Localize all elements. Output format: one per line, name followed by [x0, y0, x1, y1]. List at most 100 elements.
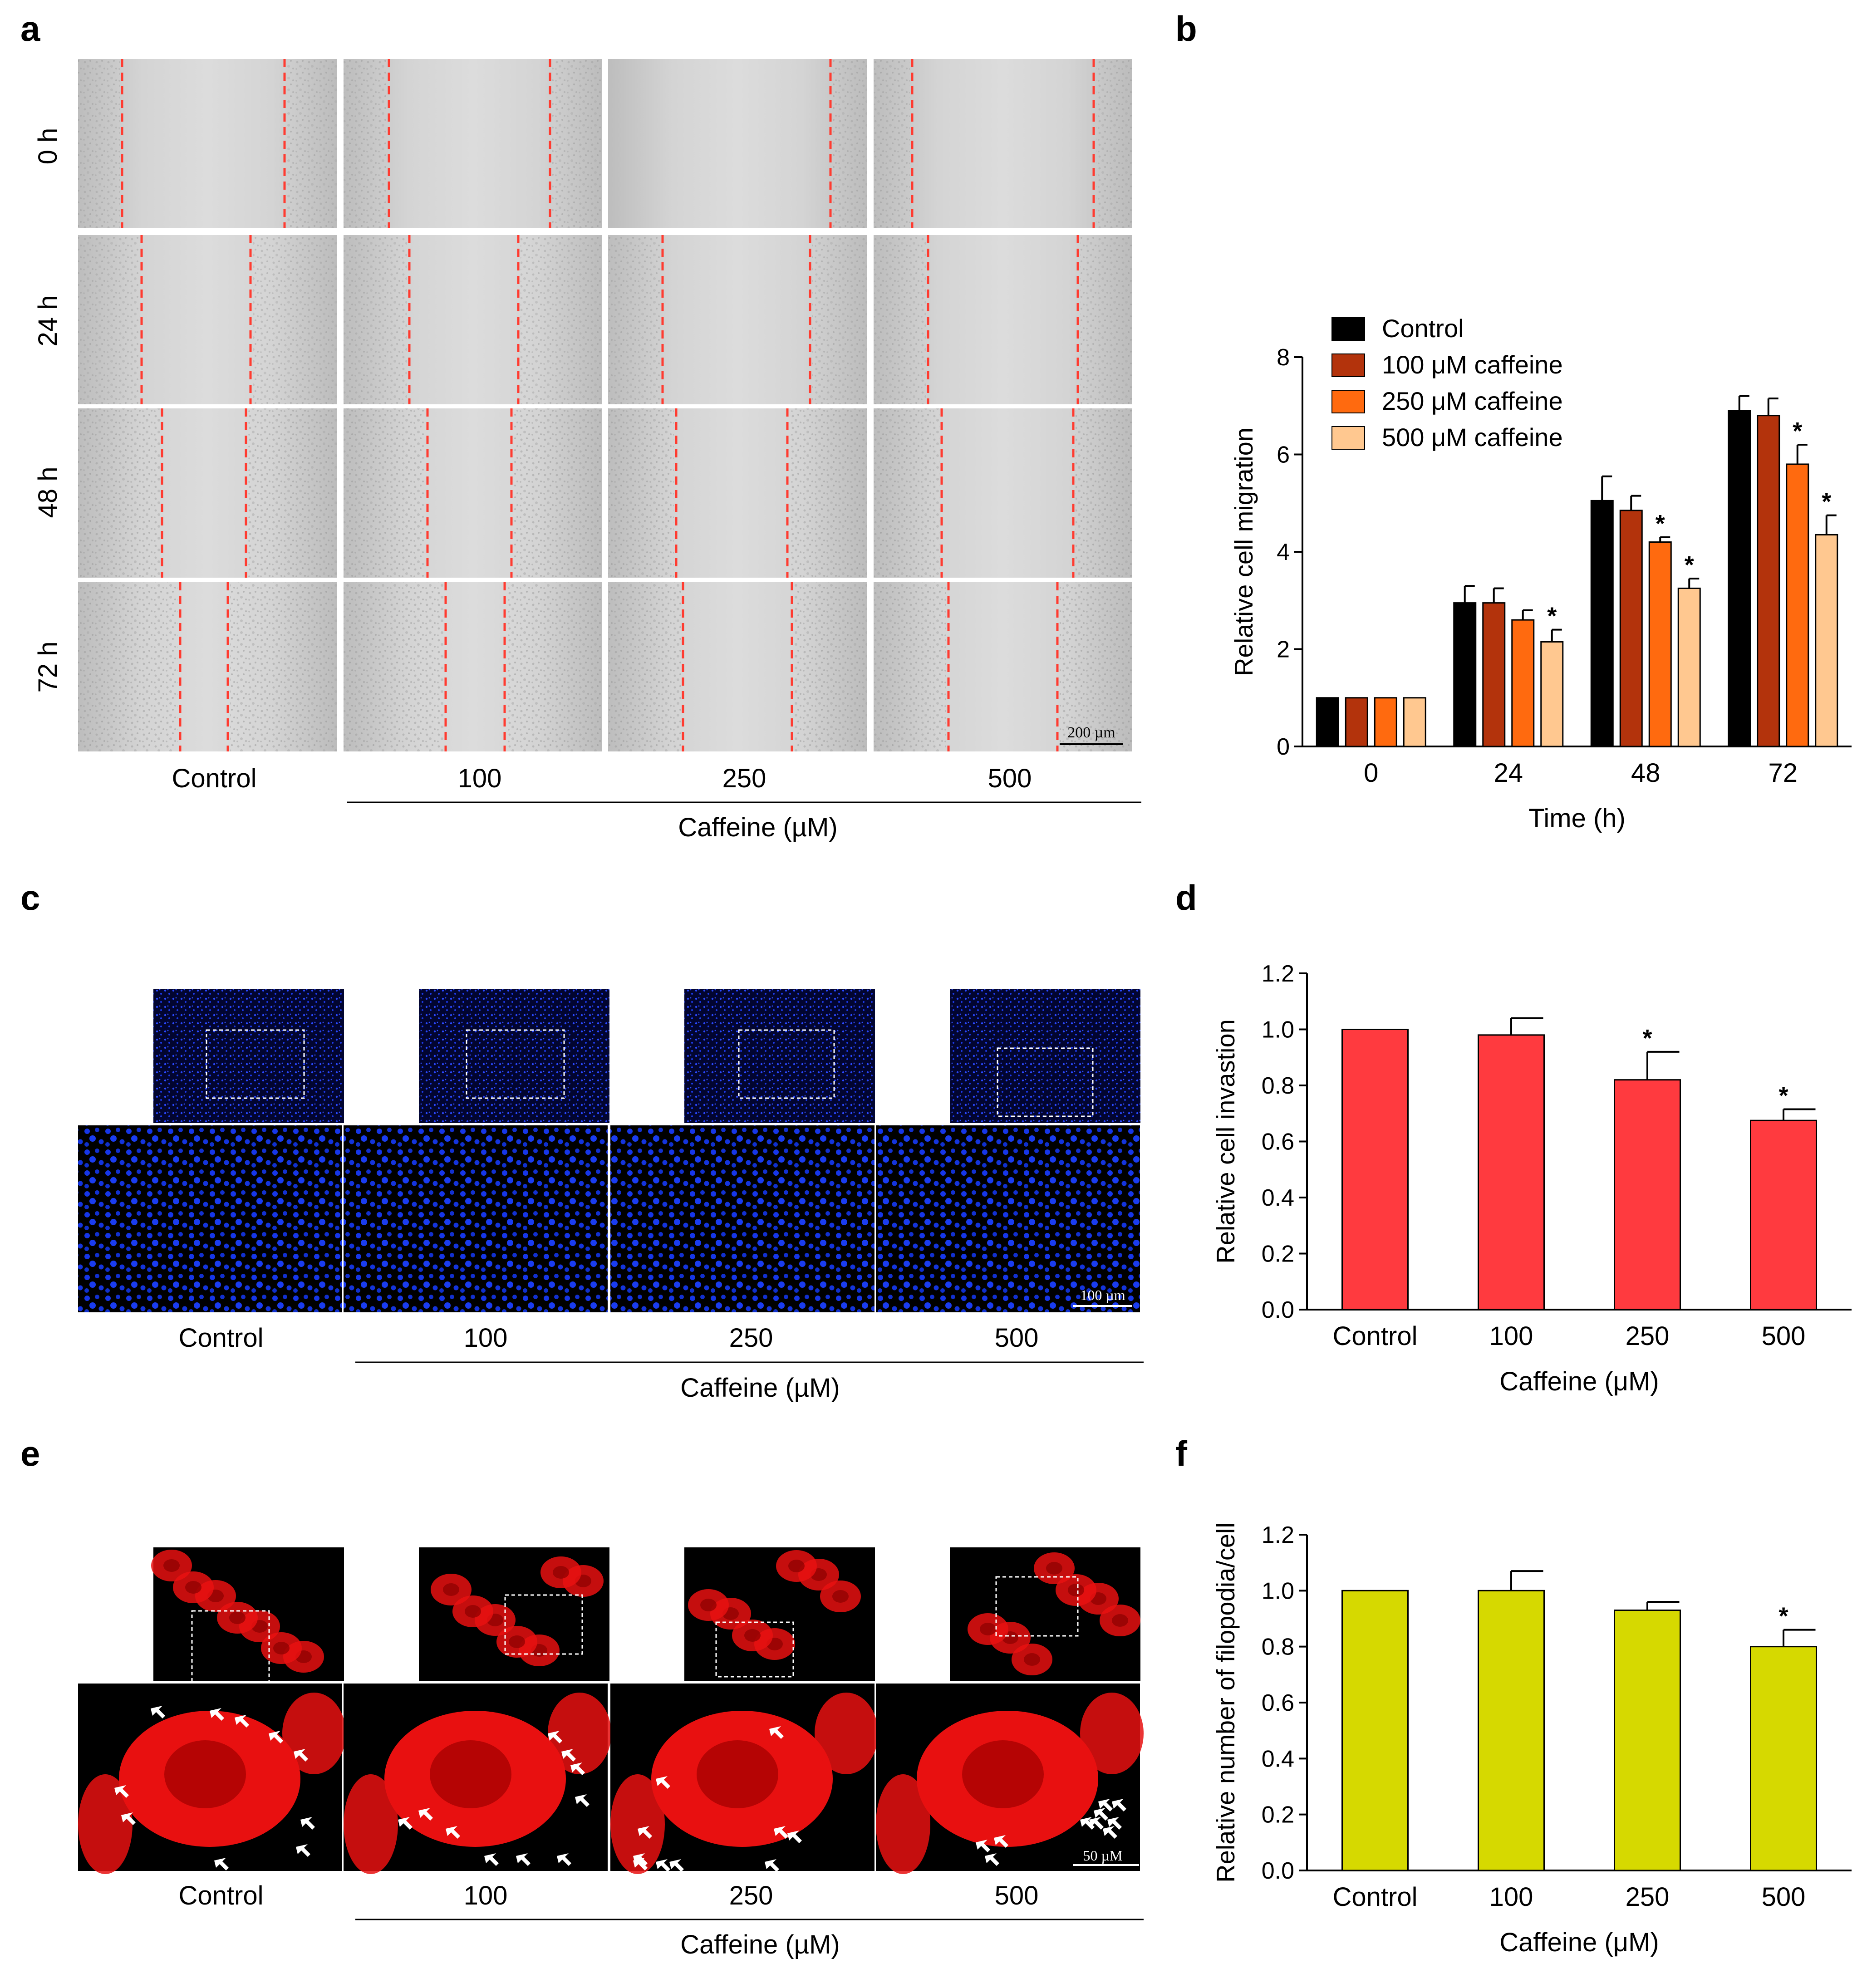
panel-e-scale-bar-label: 50 µM: [1083, 1847, 1123, 1864]
y-tick-label: 0.2: [1262, 1241, 1294, 1267]
cell-nucleus: [185, 1581, 201, 1594]
y-tick-label: 4: [1277, 539, 1290, 565]
x-tick-label: 24: [1494, 758, 1523, 788]
zoom-region-box: [995, 1576, 1079, 1637]
y-tick-label: 1.0: [1262, 1017, 1294, 1043]
cell-front-left: [608, 235, 660, 404]
filopodia-arrow-icon: [575, 1794, 590, 1807]
filopodia-arrow-icon: [638, 1826, 652, 1839]
bar: [1619, 510, 1643, 747]
filopodia-arrow-icon: [1094, 1808, 1108, 1821]
cell-nucleus: [430, 1740, 511, 1808]
cell-body: [78, 1774, 133, 1874]
y-axis-label: Relative cell migration: [1229, 427, 1258, 676]
panel-a-group-label: Caffeine (µM): [678, 813, 837, 842]
y-tick-label: 0.8: [1262, 1073, 1294, 1099]
row-label-24h: 24 h: [33, 295, 63, 347]
filopodia-arrow-icon: [114, 1785, 129, 1798]
filopodia-arrow-icon: [398, 1817, 413, 1830]
panel-c-scale-bar-label: 100 µm: [1080, 1287, 1125, 1303]
bar: [1614, 1079, 1681, 1311]
cell-nucleus: [980, 1623, 996, 1635]
filopodia-arrow-icon: [994, 1835, 1008, 1848]
panel-label-c: c: [20, 878, 40, 918]
y-tick-label: 0.6: [1262, 1129, 1294, 1155]
bar: [1750, 1646, 1817, 1871]
legend-label: 500 μM caffeine: [1382, 423, 1563, 452]
cell-front-right: [794, 582, 867, 751]
zoom-region-box: [738, 1029, 835, 1099]
filopodia-arrow-icon: [418, 1808, 433, 1821]
bar: [1648, 541, 1672, 747]
panel-label-f: f: [1175, 1433, 1188, 1473]
cell-body: [344, 1774, 398, 1874]
col-label-250: 250: [729, 1323, 773, 1353]
cell-body: [876, 1774, 930, 1874]
x-axis-label: Caffeine (μM): [1499, 1367, 1659, 1396]
filopodia-arrow-icon: [151, 1706, 165, 1718]
panel-a-col-labels: Control 100 250 500: [172, 764, 1032, 793]
y-tick-label: 1.2: [1262, 961, 1294, 987]
cell-front-left: [874, 235, 926, 404]
x-tick-label: 250: [1626, 1882, 1670, 1912]
cell-nucleus: [553, 1566, 569, 1579]
y-tick-label: 0.6: [1262, 1690, 1294, 1716]
y-tick-label: 1.2: [1262, 1522, 1294, 1548]
col-label-500: 500: [988, 764, 1032, 793]
y-tick-label: 8: [1277, 344, 1290, 371]
significance-mark: *: [1685, 551, 1694, 579]
cell-front-right: [514, 408, 602, 578]
dapi-zoom-image: [78, 1125, 342, 1312]
filopodia-arrow-icon: [765, 1859, 779, 1872]
filopodia-arrow-icon: [656, 1859, 670, 1872]
filopodia-arrow-icon: [121, 1812, 136, 1825]
cell-nucleus: [163, 1559, 180, 1572]
cell-nucleus: [1046, 1562, 1062, 1575]
cell-nucleus: [443, 1583, 459, 1596]
filopodia-arrow-icon: [269, 1731, 283, 1743]
cell-nucleus: [164, 1740, 246, 1808]
zoom-region-box: [504, 1594, 583, 1655]
cell-front-right: [521, 235, 602, 404]
x-axis-label: Caffeine (μM): [1499, 1928, 1659, 1957]
x-tick-label: 0: [1364, 758, 1378, 788]
bar: [1540, 641, 1564, 747]
cell-front-right: [507, 582, 602, 751]
cell-nucleus: [273, 1642, 290, 1654]
col-label-control: Control: [172, 764, 257, 793]
cell-body: [282, 1693, 346, 1774]
panel-c-invasion-images: [78, 989, 1140, 1312]
dapi-overview-image: [419, 989, 609, 1123]
significance-mark: *: [1656, 510, 1665, 537]
wound-image-tile: [608, 59, 867, 228]
legend-swatch: [1331, 390, 1365, 413]
filopodia-arrow-icon: [1107, 1817, 1122, 1830]
filopodia-arrow-icon: [633, 1853, 648, 1866]
col-label-250: 250: [729, 1881, 773, 1910]
cell-front-right: [1060, 582, 1132, 751]
panel-e-col-labels: Control 100 250 500: [179, 1881, 1039, 1910]
bar: [1374, 697, 1397, 747]
cell-nucleus: [744, 1629, 761, 1642]
y-axis-label: Relative cell invastion: [1211, 1019, 1240, 1263]
x-tick-label: 100: [1489, 1882, 1533, 1912]
cell-front-left: [78, 408, 160, 578]
filopodia-arrow-icon: [769, 1726, 784, 1739]
y-tick-label: 0.4: [1262, 1185, 1294, 1211]
y-tick-label: 0.0: [1262, 1858, 1294, 1884]
row-label-48h: 48 h: [33, 467, 63, 518]
panel-e-group-label: Caffeine (µM): [680, 1930, 840, 1959]
y-tick-label: 6: [1277, 442, 1290, 468]
col-label-100: 100: [464, 1881, 508, 1910]
filopodia-arrow-icon: [774, 1826, 788, 1839]
col-label-100: 100: [464, 1323, 508, 1353]
filopodia-arrow-icon: [1112, 1799, 1126, 1811]
filopodia-arrow-icon: [214, 1858, 229, 1870]
bar: [1614, 1610, 1681, 1871]
col-label-100: 100: [458, 764, 502, 793]
x-tick-label: 72: [1768, 758, 1798, 788]
cell-nucleus: [1068, 1584, 1084, 1596]
filopodia-arrow-icon: [1089, 1817, 1104, 1830]
x-axis-label: Time (h): [1528, 804, 1626, 833]
bar: [1316, 697, 1339, 747]
